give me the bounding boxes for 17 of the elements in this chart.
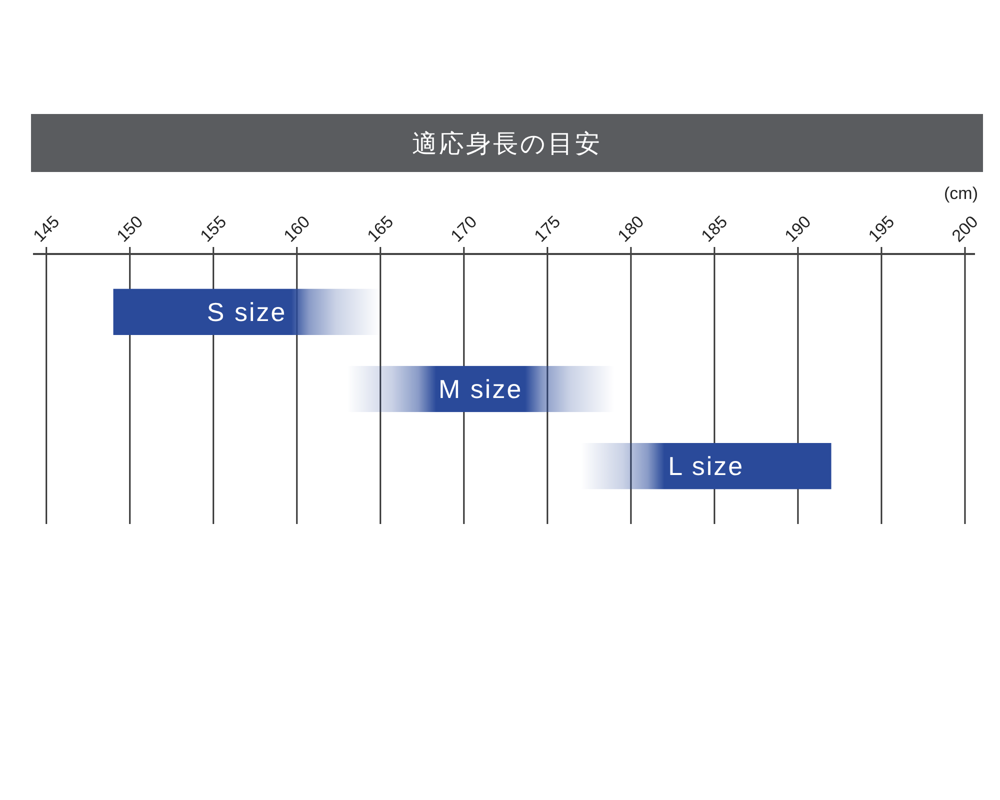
x-tick-label: 165 — [364, 212, 398, 246]
x-tick-label: 160 — [280, 212, 314, 246]
x-tick-label: 185 — [698, 212, 732, 246]
x-tick-label: 175 — [530, 212, 564, 246]
x-tick-label: 170 — [447, 212, 481, 246]
category-label: L size — [668, 451, 744, 482]
x-tick-label: 195 — [864, 212, 898, 246]
chart-title: 適応身長の目安 — [412, 130, 602, 158]
x-tick-label: 145 — [30, 212, 64, 246]
x-tick-label: 180 — [614, 212, 648, 246]
x-tick-label: 200 — [948, 212, 982, 246]
xlabel: (cm) — [944, 184, 978, 203]
category-label: S size — [206, 296, 287, 327]
x-tick-label: 190 — [781, 212, 815, 246]
category-label: M size — [438, 374, 523, 404]
x-tick-label: 150 — [113, 212, 147, 246]
x-tick-label: 155 — [196, 212, 230, 246]
